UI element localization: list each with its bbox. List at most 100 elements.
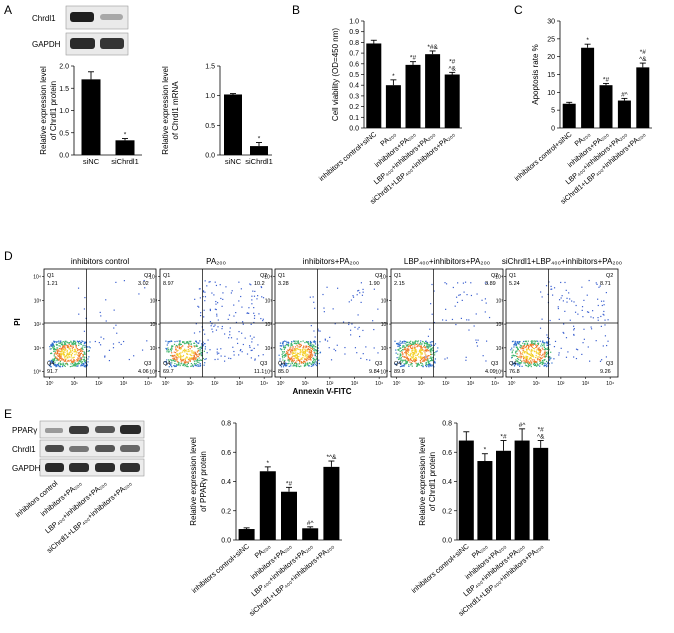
event-dot [296, 344, 298, 347]
event-dot [204, 280, 206, 282]
event-dot [230, 292, 232, 294]
band-chrdl1-sinc [70, 12, 94, 22]
event-dot [85, 360, 87, 362]
event-dot [221, 325, 223, 328]
event-dot [563, 332, 565, 334]
event-dot [71, 365, 73, 367]
event-dot [577, 349, 579, 351]
event-dot [172, 360, 174, 362]
event-dot [546, 362, 548, 364]
event-dot [421, 358, 423, 361]
event-dot [432, 341, 434, 343]
event-dot [309, 358, 312, 360]
event-dot [545, 360, 548, 363]
event-dot [77, 365, 79, 367]
event-dot [284, 354, 286, 356]
event-dot [521, 353, 523, 355]
event-dot [590, 328, 593, 330]
event-dot [178, 347, 181, 349]
event-dot [485, 340, 488, 342]
event-dot [170, 354, 172, 357]
event-dot [445, 308, 447, 310]
event-dot [604, 335, 607, 337]
event-dot [406, 353, 408, 355]
event-dot [295, 356, 297, 359]
event-dot [446, 357, 448, 359]
event-dot [75, 364, 77, 366]
event-dot [170, 350, 172, 352]
bar [224, 94, 242, 155]
event-dot [314, 354, 316, 357]
event-dot [74, 340, 76, 342]
event-dot [520, 357, 522, 359]
event-dot [551, 288, 553, 290]
event-dot [537, 342, 539, 345]
event-dot [190, 345, 193, 348]
event-dot [55, 341, 57, 343]
event-dot [74, 354, 76, 356]
event-dot [56, 363, 59, 366]
event-dot [87, 361, 89, 363]
event-dot [58, 347, 61, 350]
event-dot [354, 347, 357, 349]
event-dot [51, 345, 53, 347]
flow-x-tick-label: 10³ [467, 381, 475, 387]
event-dot [515, 351, 517, 353]
quadrant-q1-value: 8.97 [163, 281, 174, 287]
event-dot [53, 364, 55, 366]
event-dot [420, 347, 422, 349]
event-dot [182, 364, 184, 366]
event-dot [250, 284, 252, 286]
y-axis-label: of Chrdl1 mRNA [171, 81, 180, 140]
event-dot [531, 353, 533, 356]
event-dot [203, 350, 206, 352]
event-dot [175, 348, 177, 350]
event-dot [545, 285, 548, 287]
event-dot [573, 333, 575, 336]
event-dot [434, 343, 437, 345]
event-dot [282, 344, 284, 346]
event-dot [303, 346, 305, 348]
event-dot [215, 329, 218, 331]
event-dot [398, 356, 400, 358]
event-dot [319, 352, 321, 354]
event-dot [74, 360, 76, 362]
event-dot [299, 353, 301, 355]
flow-x-tick-label: 10¹ [533, 381, 541, 387]
flow-y-tick-label: 10² [496, 322, 504, 328]
event-dot [401, 359, 403, 361]
event-dot [357, 314, 359, 316]
event-dot [195, 344, 198, 346]
event-dot [514, 341, 516, 343]
event-dot [293, 342, 295, 345]
event-dot [164, 361, 166, 363]
event-dot [422, 364, 424, 366]
event-dot [73, 351, 75, 353]
event-dot [296, 360, 298, 362]
event-dot [309, 340, 312, 343]
event-dot [527, 361, 529, 363]
event-dot [197, 349, 200, 351]
event-dot [251, 341, 253, 343]
event-dot [74, 348, 76, 350]
quadrant-q4-value: 76.8 [509, 369, 520, 375]
event-dot [423, 344, 426, 347]
event-dot [204, 291, 206, 293]
event-dot [75, 344, 77, 346]
significance-mark: #^ [307, 520, 315, 527]
event-dot [171, 340, 173, 342]
event-dot [513, 362, 516, 364]
event-dot [204, 333, 206, 335]
event-dot [538, 352, 540, 354]
event-dot [430, 344, 432, 346]
event-dot [531, 348, 533, 351]
event-dot [168, 360, 170, 362]
event-dot [186, 342, 189, 344]
event-dot [309, 349, 311, 351]
event-dot [458, 294, 460, 296]
event-dot [304, 342, 306, 344]
event-dot [53, 348, 55, 350]
event-dot [59, 345, 61, 347]
event-dot [406, 349, 408, 351]
event-dot [49, 348, 51, 350]
